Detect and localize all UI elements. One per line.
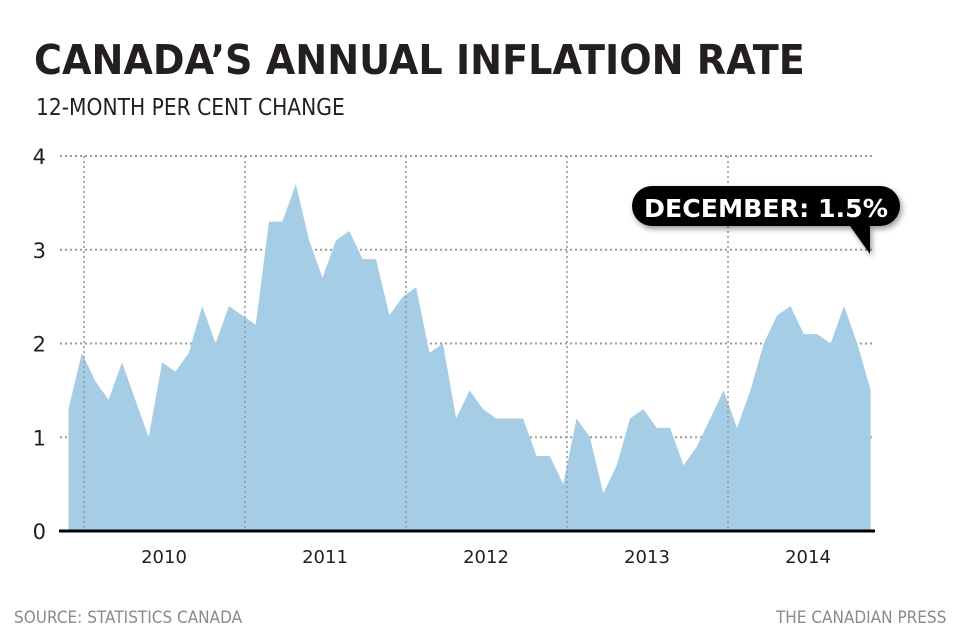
callout-bubble <box>632 186 900 254</box>
x-tick-label: 2013 <box>624 547 670 568</box>
credit-note: THE CANADIAN PRESS <box>775 608 946 628</box>
chart-title: CANADA’S ANNUAL INFLATION RATE <box>34 36 805 84</box>
y-tick-label: 1 <box>33 426 46 450</box>
inflation-area <box>68 184 871 531</box>
y-tick-label: 0 <box>33 520 46 544</box>
x-axis-labels: 2010 2011 2012 2013 2014 <box>141 547 831 568</box>
source-note: SOURCE: STATISTICS CANADA <box>14 608 243 628</box>
x-tick-label: 2011 <box>302 547 348 568</box>
x-tick-label: 2012 <box>463 547 509 568</box>
chart-subtitle: 12-MONTH PER CENT CHANGE <box>36 95 345 121</box>
y-tick-label: 2 <box>33 333 46 357</box>
callout-text: DECEMBER: 1.5% <box>644 194 888 223</box>
x-tick-label: 2010 <box>141 547 187 568</box>
x-tick-label: 2014 <box>785 547 831 568</box>
y-tick-label: 3 <box>33 239 46 263</box>
y-tick-label: 4 <box>33 145 46 169</box>
december-callout: DECEMBER: 1.5% <box>632 186 900 254</box>
y-axis-labels: 0 1 2 3 4 <box>33 145 46 544</box>
